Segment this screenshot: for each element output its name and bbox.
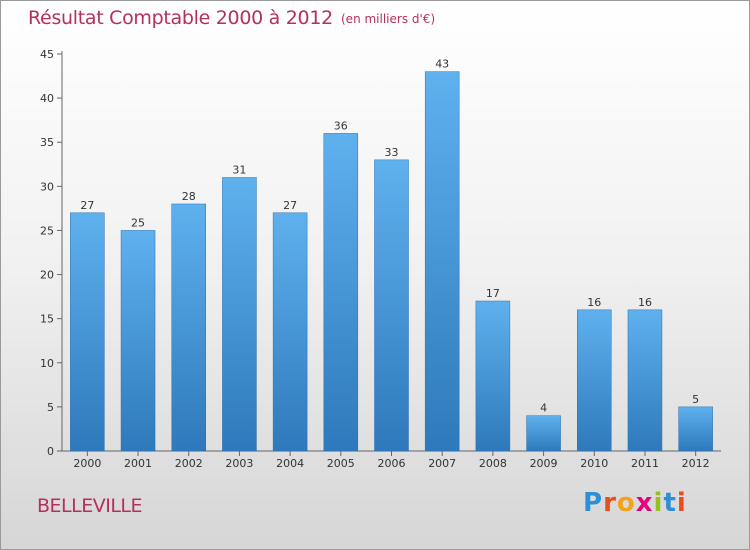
x-tick-label-2010: 2010 xyxy=(580,457,608,470)
y-tick-label: 5 xyxy=(47,401,54,414)
bar-2012 xyxy=(678,406,713,452)
x-tick-label-2008: 2008 xyxy=(479,457,507,470)
bar-2006 xyxy=(374,159,409,452)
bar-2008 xyxy=(475,300,511,452)
chart-unit: (en milliers d'€) xyxy=(341,12,436,26)
x-tick-label-2003: 2003 xyxy=(225,457,253,470)
bar-2005 xyxy=(323,133,359,452)
x-tick-label-2004: 2004 xyxy=(276,457,304,470)
y-tick-label: 35 xyxy=(40,136,54,149)
data-label-2004: 27 xyxy=(283,199,297,212)
bar-2000 xyxy=(70,212,105,452)
proxiti-logo: Proxiti xyxy=(583,488,687,518)
data-label-2011: 16 xyxy=(638,296,652,309)
data-label-2008: 17 xyxy=(486,287,500,300)
bar-2004 xyxy=(272,212,308,452)
data-label-2005: 36 xyxy=(334,119,348,132)
x-tick-label-2007: 2007 xyxy=(428,457,456,470)
bar-2003 xyxy=(222,177,257,452)
logo-letter: i xyxy=(676,488,687,518)
x-tick-label-2011: 2011 xyxy=(631,457,659,470)
data-label-2007: 43 xyxy=(435,58,449,71)
bar-2009 xyxy=(526,415,561,452)
data-label-2012: 5 xyxy=(692,393,699,406)
x-tick-label-2002: 2002 xyxy=(175,457,203,470)
x-tick-label-2009: 2009 xyxy=(530,457,558,470)
logo-letter: P xyxy=(583,488,604,518)
y-tick-label: 10 xyxy=(40,357,54,370)
y-tick-label: 45 xyxy=(40,48,54,61)
bar-2001 xyxy=(120,230,156,452)
data-labels: 27 25 28 31 27 36 33 43 17 4 16 16 5 xyxy=(80,58,699,415)
y-tick-label: 40 xyxy=(40,92,54,105)
x-tick-label-2001: 2001 xyxy=(124,457,152,470)
bars xyxy=(70,71,713,452)
x-tick-label-2005: 2005 xyxy=(327,457,355,470)
data-label-2006: 33 xyxy=(385,146,399,159)
bar-2007 xyxy=(424,71,460,452)
logo-letter: o xyxy=(616,488,636,518)
logo-letter: r xyxy=(603,488,617,518)
commune-name: BELLEVILLE xyxy=(37,495,143,517)
x-tick-label-2006: 2006 xyxy=(378,457,406,470)
data-label-2001: 25 xyxy=(131,216,145,229)
bar-2002 xyxy=(171,203,206,452)
y-tick-label: 0 xyxy=(47,445,54,458)
data-label-2000: 27 xyxy=(80,199,94,212)
chart-title: Résultat Comptable 2000 à 2012 xyxy=(28,7,333,29)
bar-2011 xyxy=(627,309,663,452)
logo-letter: x xyxy=(635,488,654,518)
data-label-2009: 4 xyxy=(540,402,547,415)
y-tick-label: 20 xyxy=(40,269,54,282)
y-tick-label: 25 xyxy=(40,224,54,237)
y-tick-label: 15 xyxy=(40,313,54,326)
data-label-2010: 16 xyxy=(587,296,601,309)
x-tick-label-2012: 2012 xyxy=(682,457,710,470)
logo-letter: i xyxy=(653,488,664,518)
x-tick-label-2000: 2000 xyxy=(73,457,101,470)
data-label-2003: 31 xyxy=(232,164,246,177)
bar-2010 xyxy=(577,309,612,452)
y-tick-label: 30 xyxy=(40,180,54,193)
logo-letter: t xyxy=(663,488,677,518)
data-label-2002: 28 xyxy=(182,190,196,203)
